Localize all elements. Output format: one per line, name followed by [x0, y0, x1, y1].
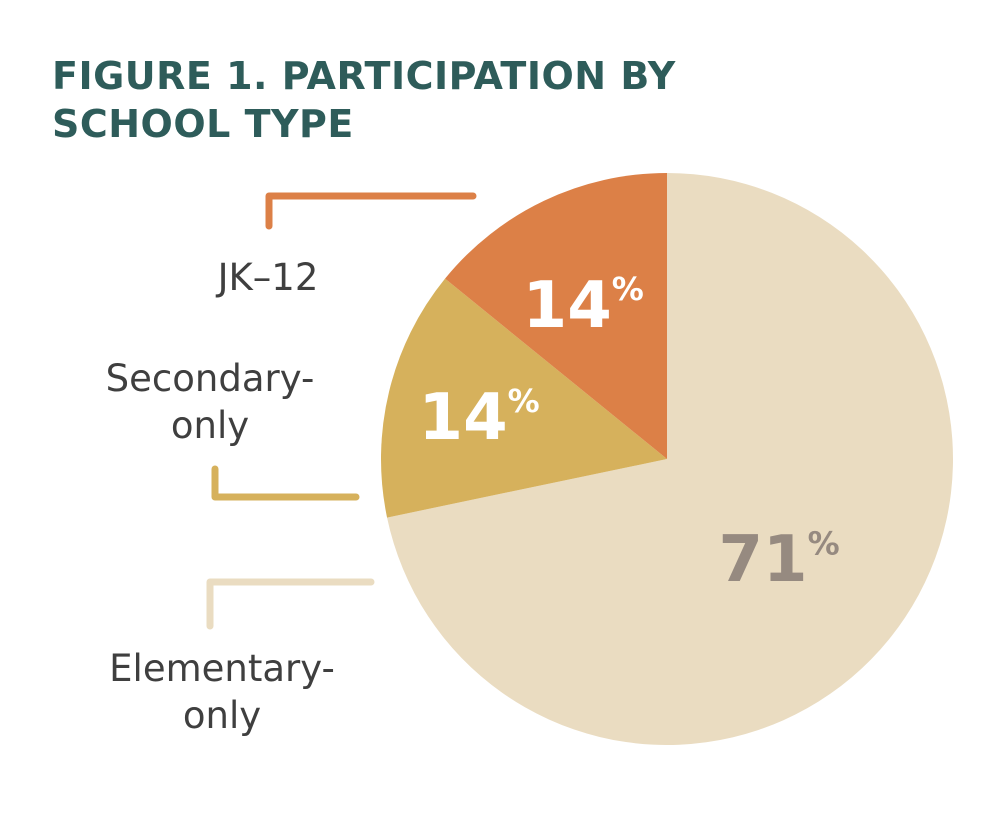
- legend-label-jk12: JK–12: [168, 254, 368, 301]
- legend-label-secondary-line-2: only: [170, 404, 250, 447]
- pie-value-unit-elementary-only: %: [808, 524, 840, 562]
- legend-label-secondary-line-1: Secondary-: [105, 357, 315, 400]
- pie-slice-secondary-only: [381, 278, 667, 518]
- legend-connector-secondary-only: [211, 465, 360, 501]
- legend-connector-elementary-only: [206, 578, 375, 630]
- pie-value-unit-jk12: %: [612, 270, 644, 308]
- pie-value-number-jk12: 14: [523, 269, 612, 343]
- pie-value-label-jk12: 14%: [523, 269, 644, 343]
- legend-label-elementary-line-1: Elementary-: [109, 647, 335, 690]
- pie-value-number-secondary-only: 14: [419, 381, 508, 455]
- pie-value-label-secondary-only: 14%: [419, 381, 540, 455]
- chart-title-line-2: SCHOOL TYPE: [52, 102, 354, 146]
- pie-value-label-elementary-only: 71%: [719, 523, 840, 597]
- pie-slice-elementary-only: [387, 173, 953, 745]
- legend-label-elementary-only: Elementary- only: [72, 645, 372, 739]
- legend-label-elementary-line-2: only: [182, 694, 262, 737]
- pie-slice-jk12: [445, 173, 667, 459]
- legend-label-jk12-line-1: JK–12: [217, 256, 319, 299]
- pie-value-number-elementary-only: 71: [719, 523, 808, 597]
- pie-value-unit-secondary-only: %: [508, 382, 540, 420]
- legend-connector-jk12: [265, 192, 477, 230]
- legend-label-secondary-only: Secondary- only: [70, 355, 350, 449]
- chart-title-line-1: FIGURE 1. PARTICIPATION BY: [52, 54, 676, 98]
